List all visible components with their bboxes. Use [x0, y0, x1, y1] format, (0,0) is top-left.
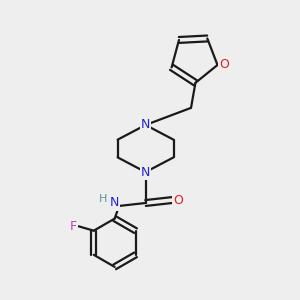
Text: H: H [99, 194, 107, 204]
Text: N: N [141, 118, 150, 131]
Text: N: N [141, 166, 150, 178]
Text: O: O [173, 194, 183, 207]
Text: N: N [110, 196, 119, 209]
Text: F: F [70, 220, 77, 233]
Text: O: O [219, 58, 229, 71]
